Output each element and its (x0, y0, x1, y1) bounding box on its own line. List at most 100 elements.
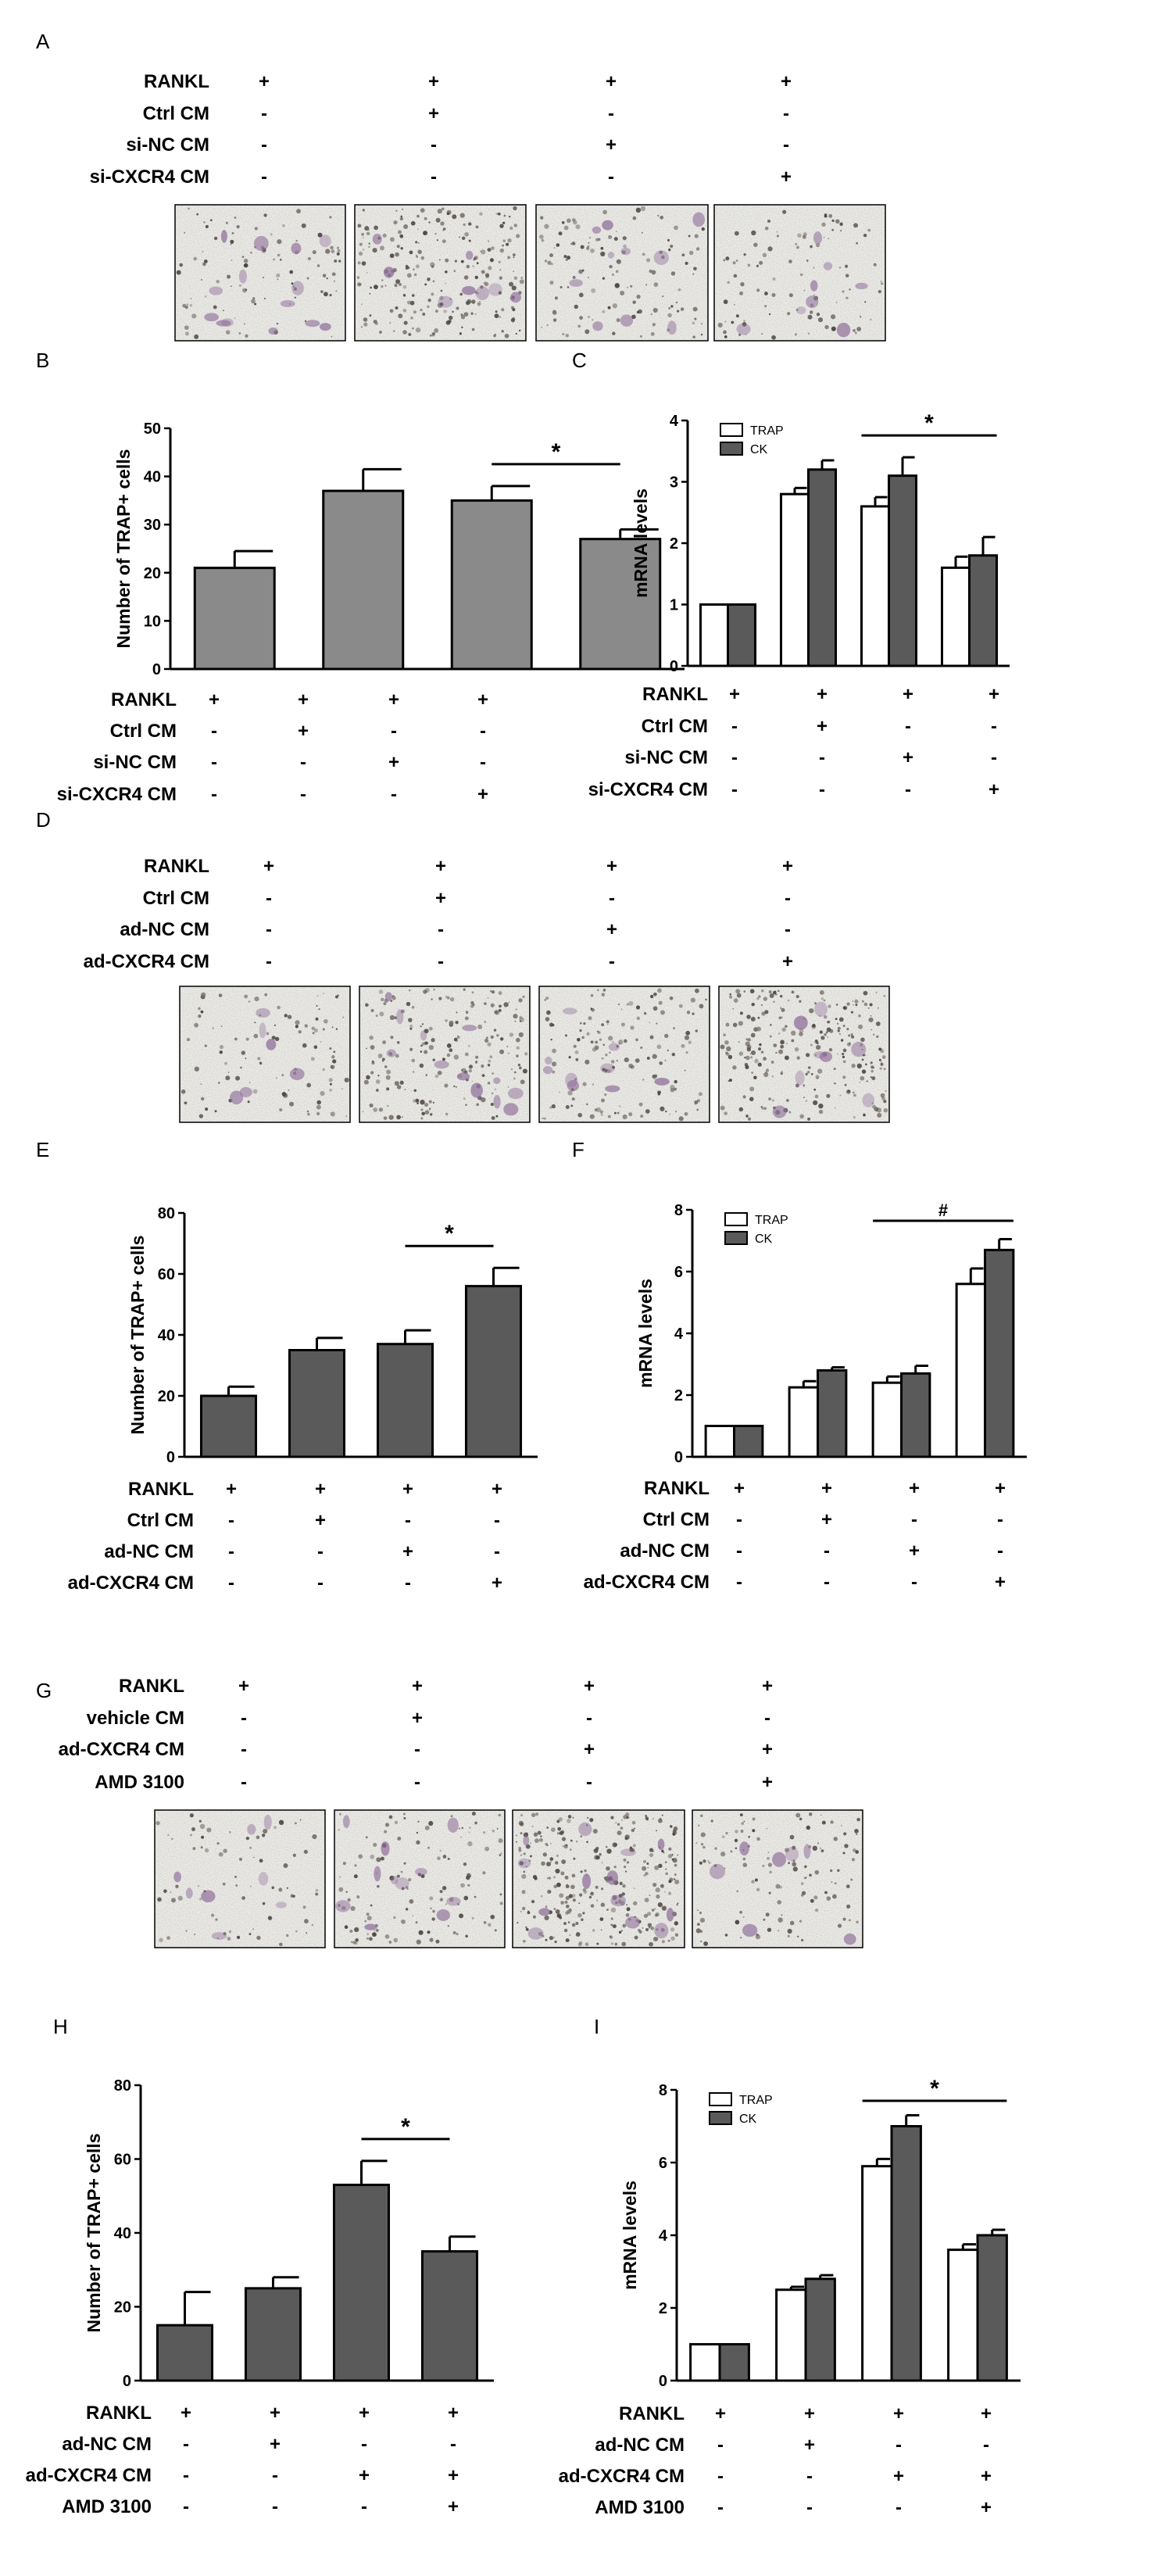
debris-particle (564, 1034, 568, 1037)
trap-positive-cell (342, 1815, 350, 1829)
debris-particle (726, 1046, 731, 1052)
debris-particle (645, 1872, 649, 1876)
debris-particle (561, 221, 565, 224)
debris-particle (212, 1027, 215, 1029)
debris-particle (298, 1030, 302, 1034)
debris-particle (334, 259, 338, 263)
bar (699, 603, 729, 667)
debris-particle (516, 234, 520, 238)
debris-particle (490, 1003, 495, 1007)
condition-label: vehicle CM (87, 1708, 184, 1729)
debris-particle (427, 305, 430, 308)
minus-sign: - (211, 721, 217, 742)
debris-particle (440, 289, 443, 292)
debris-particle (742, 1916, 745, 1918)
debris-particle (394, 1820, 399, 1825)
debris-particle (837, 1029, 840, 1032)
minus-sign: - (261, 103, 267, 124)
debris-particle (329, 216, 332, 219)
debris-particle (181, 1089, 186, 1094)
micrograph-border (718, 986, 890, 1123)
debris-particle (802, 234, 806, 239)
debris-particle (686, 1011, 691, 1014)
debris-particle (185, 1930, 188, 1932)
trap-positive-cell (266, 1038, 277, 1050)
debris-particle (551, 1061, 557, 1067)
debris-particle (670, 271, 676, 276)
debris-particle (729, 993, 732, 996)
debris-particle (836, 1022, 839, 1025)
debris-particle (652, 1937, 658, 1942)
debris-particle (638, 1102, 643, 1107)
bar (420, 2250, 479, 2382)
debris-particle (778, 1917, 783, 1923)
debris-particle (275, 1077, 278, 1079)
debris-particle (492, 1830, 495, 1833)
debris-particle (474, 313, 477, 315)
debris-particle (741, 1822, 745, 1825)
debris-particle (418, 1930, 424, 1935)
debris-particle (579, 316, 583, 320)
debris-particle (626, 1904, 628, 1906)
debris-particle (580, 245, 584, 249)
debris-particle (270, 233, 273, 236)
debris-particle (243, 259, 248, 263)
debris-particle (572, 1816, 574, 1819)
debris-particle (649, 269, 652, 274)
debris-particle (556, 1854, 559, 1858)
debris-particle (599, 1853, 602, 1856)
debris-particle (720, 1044, 725, 1050)
debris-particle (424, 1110, 430, 1114)
debris-particle (372, 248, 377, 253)
debris-particle (437, 209, 442, 214)
debris-particle (873, 1067, 875, 1069)
debris-particle (521, 1873, 527, 1880)
condition-label: AMD 3100 (62, 2496, 152, 2517)
micrograph-border (154, 1809, 326, 1948)
debris-particle (296, 209, 301, 214)
debris-particle (651, 270, 656, 275)
debris-particle (735, 1847, 738, 1850)
plus-sign: + (782, 856, 793, 877)
debris-particle (590, 1891, 594, 1895)
debris-particle (725, 256, 730, 261)
debris-particle (606, 1909, 609, 1911)
debris-particle (869, 318, 872, 321)
debris-particle (491, 1116, 495, 1120)
minus-sign: - (266, 951, 272, 972)
debris-particle (817, 317, 824, 323)
debris-particle (743, 1820, 745, 1823)
micrograph-texture (513, 1810, 685, 1948)
debris-particle (571, 218, 576, 222)
debris-particle (472, 265, 474, 267)
debris-particle (401, 1887, 405, 1891)
debris-particle (408, 989, 411, 992)
debris-particle (442, 1886, 447, 1891)
debris-particle (335, 1028, 338, 1030)
debris-particle (671, 1853, 674, 1856)
debris-particle (416, 1102, 419, 1104)
micrograph-ctrl-cm (354, 204, 527, 342)
y-tick-label: 8 (659, 2082, 667, 2099)
debris-particle (245, 1836, 249, 1841)
plus-sign: + (903, 684, 913, 705)
debris-particle (778, 1016, 782, 1020)
debris-particle (590, 1040, 594, 1044)
debris-particle (556, 1882, 561, 1887)
debris-particle (675, 301, 678, 304)
trap-positive-cell (795, 1070, 805, 1086)
debris-particle (842, 1025, 845, 1027)
trap-positive-cell (523, 1835, 530, 1846)
debris-particle (877, 1113, 882, 1118)
debris-particle (799, 1919, 803, 1923)
debris-particle (453, 1085, 456, 1088)
debris-particle (768, 990, 772, 994)
minus-sign: - (783, 103, 789, 124)
debris-particle (725, 1832, 728, 1835)
trap-positive-cell (542, 1066, 553, 1075)
debris-particle (474, 1061, 478, 1064)
debris-particle (468, 1064, 474, 1069)
debris-particle (559, 1091, 561, 1093)
debris-particle (685, 1051, 688, 1054)
